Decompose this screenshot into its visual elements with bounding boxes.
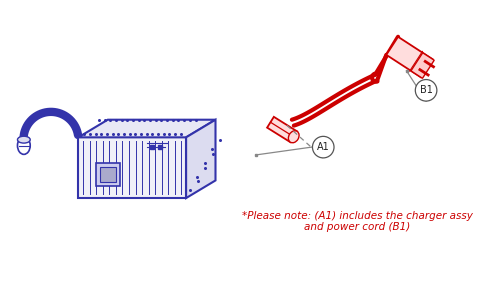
Polygon shape [411,53,434,78]
Polygon shape [267,117,297,142]
Text: *Please note: (A1) includes the charger assy: *Please note: (A1) includes the charger … [242,211,473,221]
Text: and power cord (B1): and power cord (B1) [304,223,410,232]
Text: B1: B1 [420,85,432,95]
Polygon shape [78,120,216,137]
Polygon shape [78,137,186,198]
Ellipse shape [18,136,30,143]
FancyBboxPatch shape [96,163,120,186]
Ellipse shape [288,131,299,143]
Polygon shape [386,37,432,77]
Ellipse shape [18,137,30,154]
Text: A1: A1 [317,142,330,152]
Circle shape [416,80,437,101]
Polygon shape [186,120,216,198]
Circle shape [312,136,334,158]
FancyBboxPatch shape [100,167,116,182]
